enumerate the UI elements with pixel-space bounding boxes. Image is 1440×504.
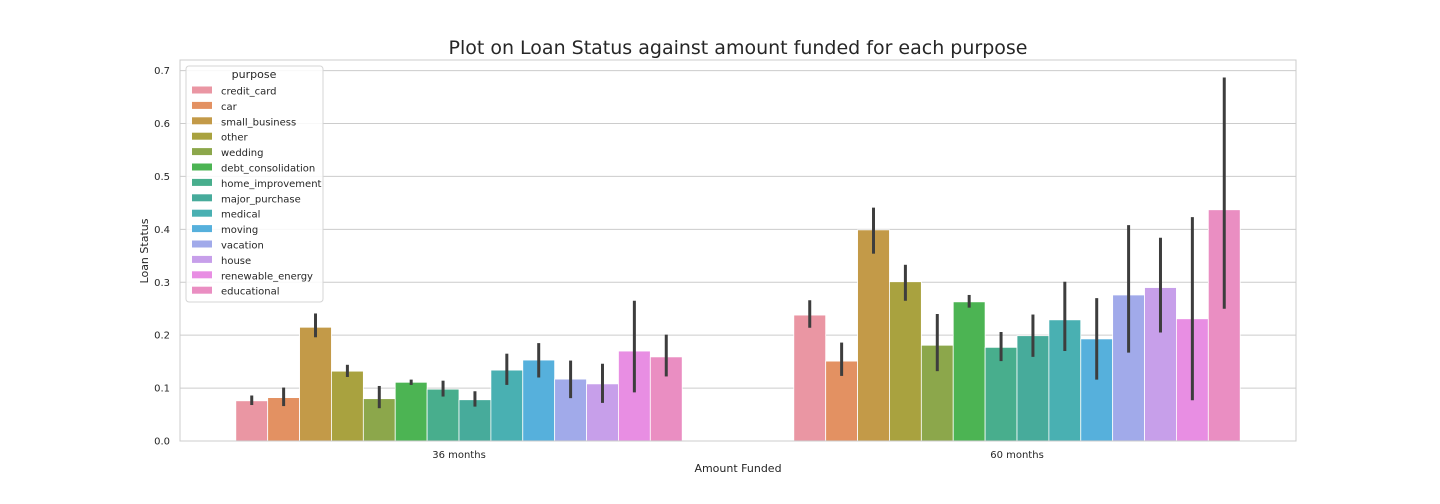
y-tick-label: 0.5 xyxy=(154,172,170,183)
bar-small-business xyxy=(857,229,890,442)
legend-swatch xyxy=(192,178,212,186)
x-axis-label: Amount Funded xyxy=(694,462,781,475)
legend-entry-label: debt_consolidation xyxy=(221,164,315,175)
x-tick-label: 36 months xyxy=(432,450,486,461)
legend-swatch xyxy=(192,148,212,156)
bar-major-purchase xyxy=(458,399,492,442)
legend-swatch xyxy=(192,163,212,171)
x-axis-ticks: 36 months 60 months xyxy=(432,450,1044,461)
legend-entry-label: major_purchase xyxy=(221,194,301,205)
plot-frame xyxy=(179,59,1297,442)
y-tick-label: 0.4 xyxy=(154,225,170,236)
y-axis-label: Loan Status xyxy=(138,218,151,283)
y-tick-label: 0.3 xyxy=(154,278,170,289)
grid-lines xyxy=(180,70,1296,442)
error-bars xyxy=(250,77,1226,409)
bar-other xyxy=(889,281,922,442)
legend-entry-label: educational xyxy=(221,287,280,298)
legend-swatch xyxy=(192,132,212,140)
legend-entry-label: house xyxy=(221,256,251,267)
legend-entry-label: medical xyxy=(221,210,260,221)
legend-swatch xyxy=(192,194,212,202)
legend-entry-label: wedding xyxy=(221,148,264,159)
y-tick-label: 0.6 xyxy=(154,119,170,130)
legend-swatch xyxy=(192,255,212,263)
legend-swatch xyxy=(192,101,212,109)
bar-credit-card xyxy=(793,314,827,442)
y-tick-label: 0.0 xyxy=(154,437,170,448)
legend-entry-label: vacation xyxy=(221,241,264,252)
legend-entry-label: car xyxy=(221,102,238,113)
legend-swatch xyxy=(192,286,212,294)
legend-swatch xyxy=(192,209,212,217)
y-axis-ticks: 0.0 0.1 0.2 0.3 0.4 0.5 0.6 0.7 xyxy=(154,66,170,447)
legend-entry-label: home_improvement xyxy=(221,179,322,190)
x-tick-label: 60 months xyxy=(990,450,1044,461)
y-tick-label: 0.2 xyxy=(154,331,170,342)
bar-home-improvement xyxy=(984,346,1018,442)
bar-debt-consolidation xyxy=(952,301,986,442)
legend-swatch xyxy=(192,271,212,279)
bar-debt-consolidation xyxy=(394,381,428,442)
legend-entry-label: credit_card xyxy=(221,87,277,98)
legend-entry-label: renewable_energy xyxy=(221,271,313,282)
legend-swatch xyxy=(192,225,212,233)
bar-small-business xyxy=(299,326,332,442)
y-tick-label: 0.1 xyxy=(154,384,170,395)
bar-credit-card xyxy=(235,400,269,442)
bar-other xyxy=(331,370,364,442)
legend-entry-label: other xyxy=(221,133,249,144)
legend-title: purpose xyxy=(232,68,277,81)
legend-swatch xyxy=(192,86,212,94)
legend-swatch xyxy=(192,240,212,248)
y-tick-label: 0.7 xyxy=(154,66,170,77)
legend-entry-label: moving xyxy=(221,225,258,236)
legend-box xyxy=(185,65,324,303)
chart-title: Plot on Loan Status against amount funde… xyxy=(449,37,1028,59)
bar-home-improvement xyxy=(426,388,460,442)
legend-entry-label: small_business xyxy=(221,117,296,128)
legend-swatch xyxy=(192,117,212,125)
